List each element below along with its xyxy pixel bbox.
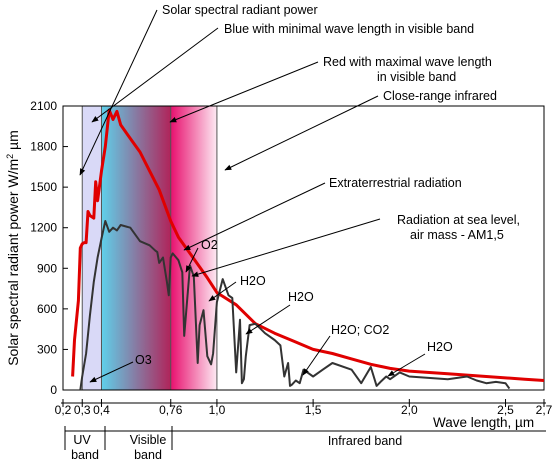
annotation-extraterrestrial: Extraterrestrial radiation [329, 176, 462, 190]
leader-solar-power [79, 9, 158, 176]
region-boundaries [81, 106, 218, 390]
spectral-region [82, 106, 102, 390]
leader-close-ir [224, 95, 379, 171]
y-tick-label: 1200 [30, 221, 57, 235]
leader-red [169, 61, 319, 123]
leader-h2o-3 [387, 353, 426, 377]
annotation-solar-power: Solar spectral radiant power [162, 3, 318, 17]
y-tick-label: 300 [37, 342, 57, 356]
y-axis-label-unit: µm [5, 130, 21, 154]
annotation-h2o-1: H2O [240, 274, 266, 288]
x-tick-label: 2,7 [536, 403, 553, 417]
visible-band-label-1: Visible [130, 433, 167, 447]
leader-h2o-co2 [302, 335, 331, 376]
y-axis-label-sup: 2 [5, 154, 15, 159]
series-sea-level [79, 220, 511, 391]
series-extraterrestrial [71, 108, 545, 382]
x-tick-label: 1,5 [305, 403, 322, 417]
leader-blue [91, 27, 219, 123]
y-axis-label: Solar spectral radiant power W/m2 µm [5, 130, 21, 366]
x-tick-label: 0,3 [74, 403, 91, 417]
annotation-leaders [79, 9, 426, 383]
leader-o3 [89, 361, 134, 383]
uv-band-label-2: band [71, 448, 99, 462]
annotation-close-ir: Close-range infrared [383, 89, 497, 103]
y-tick-label: 1800 [30, 140, 57, 154]
band-brackets [64, 426, 546, 450]
spectral-regions [82, 106, 217, 390]
axis-ticks: 0,2 0,3 0,4 0,76 1,0 1,5 2,0 2,5 2,7 0 300 600 900 12… [30, 99, 552, 417]
annotation-sea-level-1: Radiation at sea level, [397, 213, 520, 227]
x-tick-label: 0,4 [93, 403, 110, 417]
x-tick-label: 0,76 [159, 403, 183, 417]
annotation-sea-level-2: air mass - AM1,5 [410, 228, 504, 242]
annotation-red-1: Red with maximal wave length [323, 55, 492, 69]
leader-sea-level [191, 218, 381, 277]
leader-h2o-1 [208, 281, 237, 302]
y-tick-label: 900 [37, 261, 57, 275]
plot-frame [62, 105, 545, 391]
annotation-blue: Blue with minimal wave length in visible… [224, 22, 474, 36]
spectral-region [170, 106, 217, 390]
annotation-o2: O2 [201, 238, 218, 252]
visible-band-label-2: band [134, 448, 162, 462]
x-tick-label: 2,0 [401, 403, 418, 417]
spectral-region [101, 106, 171, 390]
y-tick-label: 1500 [30, 180, 57, 194]
annotation-h2o-2: H2O [288, 290, 314, 304]
x-axis-label: Wave length, µm [433, 415, 534, 430]
infrared-band-label: Infrared band [328, 434, 402, 448]
y-axis-label-main: Solar spectral radiant power W/m [5, 159, 21, 366]
y-tick-label: 0 [50, 383, 57, 397]
leader-h2o-2 [245, 304, 291, 335]
y-tick-label: 600 [37, 302, 57, 316]
series-lines [71, 108, 545, 391]
y-tick-label: 2100 [30, 99, 57, 113]
x-tick-label: 2,5 [497, 403, 514, 417]
annotation-o3: O3 [135, 353, 152, 367]
x-tick-label: 0,2 [55, 403, 72, 417]
leader-o2 [185, 247, 199, 273]
annotation-red-2: in visible band [377, 70, 456, 84]
annotation-h2o-3: H2O [427, 340, 453, 354]
leader-extraterrestrial [183, 182, 326, 251]
annotation-h2o-co2: H2O; CO2 [331, 323, 389, 337]
uv-band-label-1: UV [73, 433, 91, 447]
x-tick-label: 1,0 [209, 403, 226, 417]
